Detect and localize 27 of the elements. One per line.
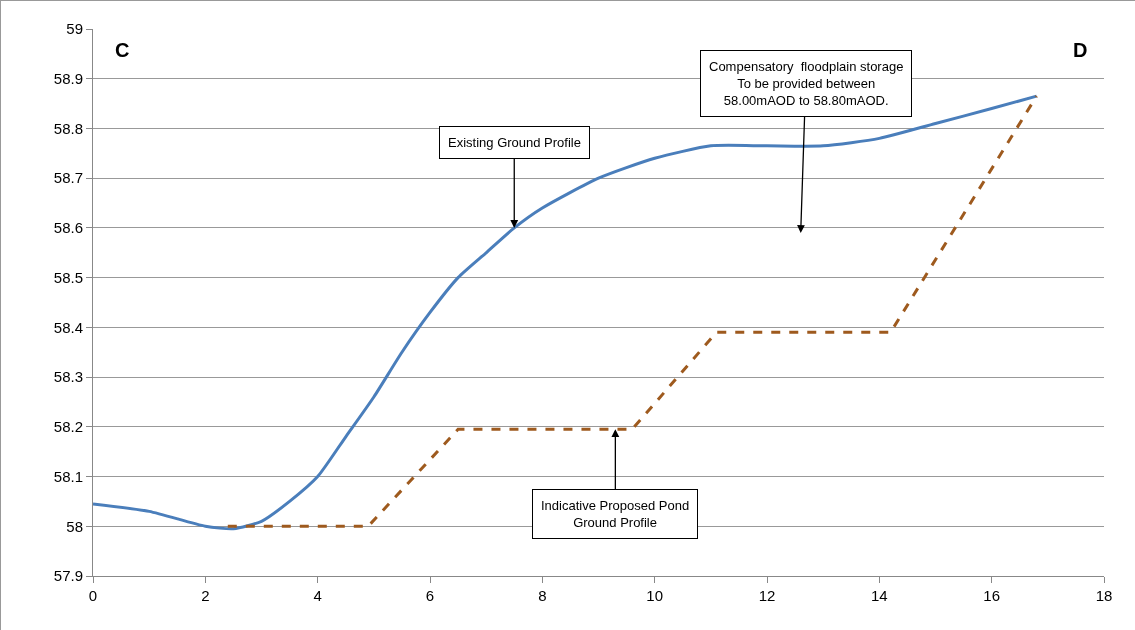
y-tick-label: 58.2 [53, 418, 83, 436]
y-tick-label: 58 [66, 517, 83, 535]
y-tick-label: 58.6 [53, 219, 83, 237]
annotation: Indicative Proposed Pond Ground Profile [541, 498, 690, 530]
x-tick-label: 0 [88, 587, 98, 604]
annotation: C [115, 39, 130, 61]
y-tick-label: 59 [66, 20, 83, 38]
x-tick-label: 10 [646, 587, 664, 604]
x-tick-label: 18 [1095, 587, 1113, 604]
x-tick-label: 8 [538, 587, 547, 604]
x-tick-label: 2 [201, 587, 210, 604]
y-tick-label: 58.9 [53, 69, 83, 87]
y-tick-label: 58.4 [53, 318, 83, 336]
y-tick-label: 57.9 [53, 567, 83, 585]
annotation: Compensatory floodplain storage To be provided between 58.00mAOD to 58.80mAOD. [709, 59, 904, 108]
x-tick-label: 16 [983, 587, 1001, 604]
x-tick-label: 6 [425, 587, 435, 604]
x-tick-label: 14 [870, 587, 888, 604]
y-tick-label: 58.7 [53, 169, 83, 187]
y-tick-label: 58.5 [53, 268, 83, 286]
annotation: D [1073, 39, 1088, 61]
y-tick-label: 58.1 [53, 467, 83, 485]
x-tick-label: 12 [758, 587, 776, 604]
x-tick-label: 4 [313, 587, 322, 604]
y-tick-label: 58.8 [53, 119, 83, 137]
y-tick-label: 58.3 [53, 368, 83, 386]
annotation: Existing Ground Profile [448, 135, 581, 150]
